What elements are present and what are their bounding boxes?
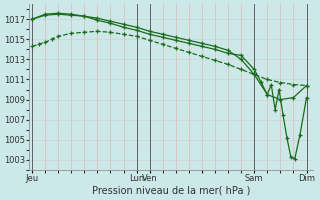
X-axis label: Pression niveau de la mer( hPa ): Pression niveau de la mer( hPa ): [92, 186, 251, 196]
